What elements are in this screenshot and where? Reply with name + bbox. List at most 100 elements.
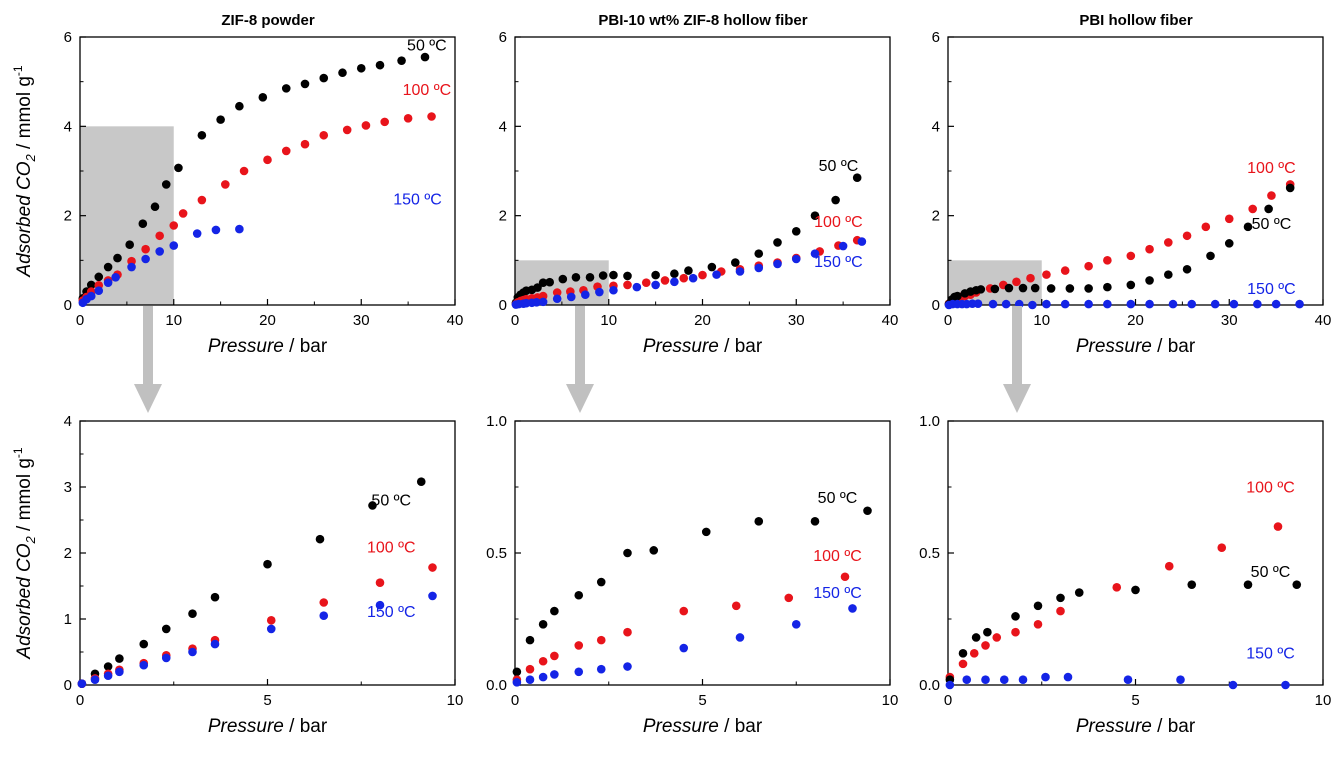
data-point [141, 244, 150, 254]
data-point [338, 68, 347, 78]
x-tick-label: 0 [944, 692, 952, 709]
data-point [810, 249, 820, 258]
data-point [1112, 583, 1122, 592]
data-point [831, 195, 840, 205]
data-point [596, 664, 606, 674]
data-point [538, 297, 548, 307]
data-point [342, 125, 352, 135]
series-label: 100 ºC [1246, 479, 1295, 496]
series-red [78, 112, 436, 305]
x-axis-label-name: Pressure [208, 716, 284, 737]
panel-2: 0 10 20 30 40 0 2 4 6 Pressure / bar PBI-10 wt% ZI… [499, 12, 899, 357]
data-point [623, 271, 632, 281]
data-point [999, 675, 1009, 685]
data-point [1295, 299, 1304, 309]
data-point [216, 115, 225, 124]
data-point [375, 600, 385, 610]
x-axis-label: Pressure / bar [208, 716, 328, 737]
data-point [1182, 264, 1192, 274]
y-axis-label-unit: / mmol g [14, 76, 35, 154]
y-tick-label: 0 [499, 297, 507, 314]
data-point [512, 678, 522, 687]
data-point [550, 670, 559, 679]
data-point [178, 209, 188, 218]
data-point [266, 624, 276, 634]
series-label: 50 ºC [1252, 216, 1292, 233]
data-point [1267, 191, 1276, 200]
data-point [1103, 282, 1112, 292]
data-point [791, 254, 801, 264]
data-point [210, 639, 220, 649]
data-point [1210, 299, 1220, 309]
x-axis-label-name: Pressure [1076, 716, 1152, 737]
data-point [525, 635, 535, 645]
data-point [840, 572, 850, 582]
y-tick-label: 1.0 [486, 413, 507, 430]
data-point [368, 501, 377, 510]
data-point [300, 139, 310, 149]
data-point [115, 654, 124, 663]
data-point [863, 506, 872, 516]
data-point [188, 647, 197, 657]
data-point [609, 270, 618, 280]
data-point [1271, 299, 1281, 309]
data-point [838, 241, 848, 251]
x-tick-label: 5 [1131, 692, 1139, 709]
data-point [1074, 588, 1084, 597]
x-axis-label-unit: / bar [1152, 336, 1196, 357]
x-axis-label: Pressure / bar [1076, 716, 1196, 737]
x-tick-label: 20 [259, 312, 276, 329]
panel-title: PBI hollow fiber [1079, 12, 1192, 29]
x-tick-label: 0 [511, 692, 519, 709]
series-blue [512, 604, 857, 687]
x-tick-label: 40 [447, 312, 464, 329]
data-point [94, 286, 104, 296]
data-point [161, 653, 171, 663]
data-point [731, 258, 740, 267]
x-axis-label-unit: / bar [284, 716, 328, 737]
data-point [1011, 627, 1020, 637]
data-point [155, 231, 164, 241]
data-point [1224, 214, 1234, 224]
data-point [545, 277, 554, 287]
series-label: 150 ºC [1246, 646, 1295, 663]
data-point [1206, 251, 1215, 261]
data-point [651, 270, 660, 280]
data-point [1126, 299, 1136, 309]
data-point [566, 292, 576, 302]
data-point [103, 662, 113, 671]
series-black [512, 506, 872, 677]
panel-6: 0 5 10 0.0 0.5 1.0 Pressure / bar 100 ºC 50 ºC 15… [919, 413, 1331, 737]
y-tick-label: 0 [932, 297, 940, 314]
data-point [623, 548, 632, 558]
x-tick-label: 5 [263, 692, 271, 709]
data-point [679, 273, 689, 283]
data-point [397, 56, 406, 65]
data-point [1126, 280, 1136, 290]
data-point [962, 675, 972, 685]
x-tick-label: 5 [698, 692, 706, 709]
x-axis-label-unit: / bar [719, 716, 763, 737]
data-point [754, 249, 764, 258]
data-point [235, 224, 244, 234]
series-label: 100 ºC [814, 214, 863, 231]
series-label: 50 ºC [819, 158, 859, 175]
data-point [1056, 593, 1065, 603]
series-black [944, 183, 1295, 309]
data-point [94, 272, 104, 282]
x-axis-label-name: Pressure [1076, 336, 1152, 357]
data-point [981, 641, 990, 650]
data-point [1285, 183, 1295, 193]
data-point [773, 259, 782, 269]
data-point [698, 270, 707, 280]
x-axis-label-name: Pressure [208, 336, 284, 357]
data-point [735, 633, 745, 642]
data-point [596, 577, 606, 587]
y-axis-label-name: Adsorbed CO [14, 161, 35, 277]
data-point [1126, 251, 1136, 261]
x-tick-label: 0 [511, 312, 519, 329]
x-tick-label: 20 [1127, 312, 1144, 329]
y-axis-label: Adsorbed CO2 / mmol g-1 [11, 65, 38, 277]
series-label: 150 ºC [814, 254, 863, 271]
